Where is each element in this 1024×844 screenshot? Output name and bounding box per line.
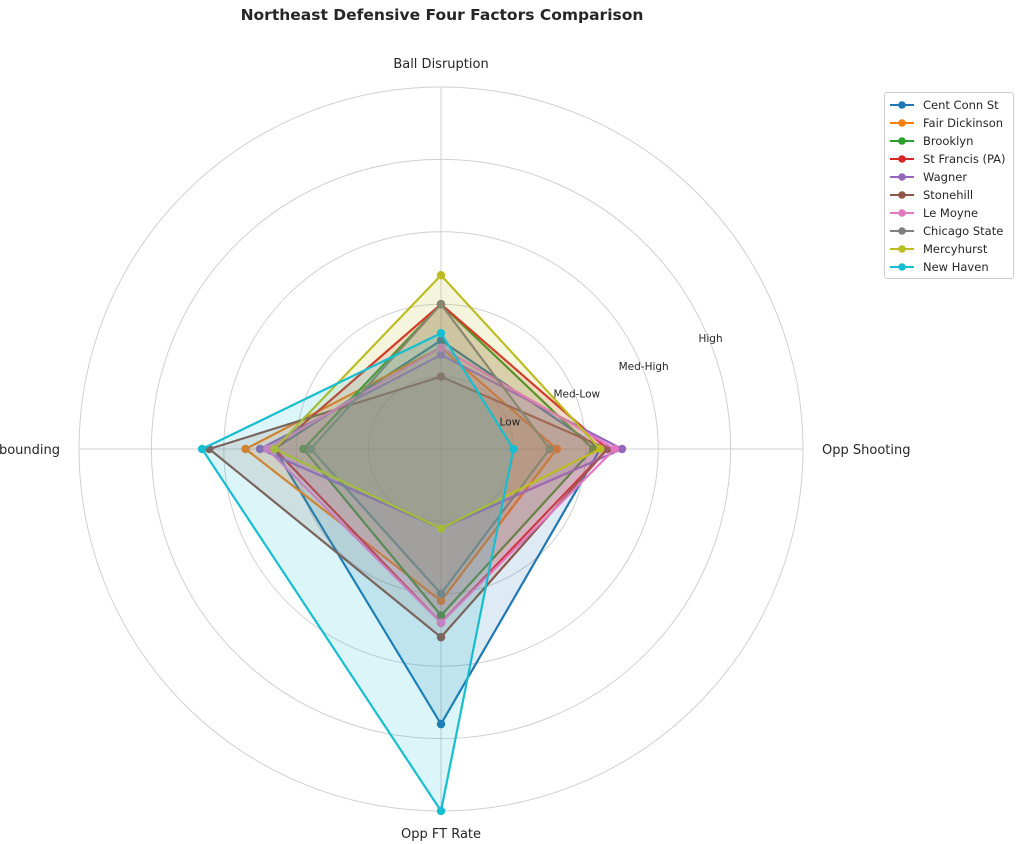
- axis-label: Opp FT Rate: [401, 827, 481, 842]
- legend-swatch: [890, 101, 914, 109]
- legend: Cent Conn St Fair Dickinson Brooklyn St Fra…: [884, 92, 1014, 279]
- data-point: [596, 444, 605, 454]
- legend-swatch: [890, 227, 914, 235]
- scale-label: Low: [500, 416, 521, 428]
- scale-label: Med-High: [619, 361, 669, 373]
- axis-label: Ball Disruption: [393, 57, 488, 72]
- data-point: [436, 633, 446, 642]
- data-point: [436, 806, 446, 816]
- legend-swatch: [890, 191, 914, 199]
- scale-label: Med-Low: [553, 389, 600, 401]
- legend-item: Cent Conn St: [885, 96, 1013, 114]
- axis-label: Opp Shooting: [822, 443, 910, 458]
- data-point: [617, 444, 627, 454]
- legend-item: Mercyhurst: [885, 240, 1013, 258]
- legend-swatch: [890, 263, 914, 271]
- legend-label: Chicago State: [923, 224, 1004, 238]
- legend-label: Mercyhurst: [923, 242, 988, 256]
- series-area: [310, 304, 550, 594]
- data-point: [241, 444, 250, 454]
- data-point: [299, 444, 308, 454]
- data-point: [509, 444, 518, 454]
- data-point: [436, 350, 446, 360]
- legend-label: Stonehill: [923, 188, 974, 202]
- legend-item: Le Moyne: [885, 204, 1013, 222]
- axis-label: Def Rebounding: [0, 443, 60, 458]
- chart-title: Northeast Defensive Four Factors Compari…: [240, 6, 644, 24]
- label-layer: Low Med-Low Med-High High Ball Disruption Opp…: [0, 57, 910, 842]
- data-point: [306, 444, 315, 454]
- legend-label: Fair Dickinson: [923, 116, 1004, 130]
- legend-swatch: [890, 173, 914, 181]
- data-point: [545, 444, 554, 454]
- series-area: [303, 304, 593, 616]
- legend-swatch: [890, 155, 914, 163]
- legend-label: Wagner: [923, 170, 968, 184]
- legend-swatch: [890, 137, 914, 145]
- series-area: [267, 347, 615, 623]
- legend-label: Brooklyn: [923, 134, 974, 148]
- data-point: [436, 343, 446, 352]
- series-layer: [197, 271, 627, 816]
- data-point: [436, 589, 446, 598]
- legend-item: Wagner: [885, 168, 1013, 186]
- legend-item: Fair Dickinson: [885, 114, 1013, 132]
- data-point: [436, 618, 446, 627]
- data-point: [436, 328, 446, 338]
- legend-item: St Francis (PA): [885, 150, 1013, 168]
- data-point: [270, 444, 279, 454]
- legend-swatch: [890, 209, 914, 217]
- data-point: [197, 444, 207, 454]
- data-point: [436, 719, 446, 729]
- data-point: [436, 372, 446, 381]
- series-area: [274, 340, 601, 725]
- legend-label: St Francis (PA): [923, 152, 1006, 166]
- series-area: [274, 275, 601, 529]
- scale-label: High: [698, 333, 722, 345]
- legend-swatch: [890, 245, 914, 253]
- legend-swatch: [890, 119, 914, 127]
- data-point: [436, 300, 446, 309]
- data-point: [255, 444, 265, 454]
- legend-item: Stonehill: [885, 186, 1013, 204]
- legend-label: Le Moyne: [923, 206, 979, 220]
- data-point: [552, 444, 562, 454]
- series-area: [202, 333, 514, 811]
- legend-label: Cent Conn St: [923, 98, 999, 112]
- data-point: [436, 611, 446, 620]
- data-point: [610, 444, 619, 454]
- data-point: [436, 524, 446, 533]
- data-point: [436, 271, 446, 280]
- data-point: [263, 444, 272, 454]
- data-point: [436, 596, 446, 606]
- legend-item: Brooklyn: [885, 132, 1013, 150]
- legend-item: Chicago State: [885, 222, 1013, 240]
- legend-item: New Haven: [885, 258, 1013, 276]
- series-area: [274, 304, 608, 623]
- legend-label: New Haven: [923, 260, 989, 274]
- series-area: [245, 347, 557, 601]
